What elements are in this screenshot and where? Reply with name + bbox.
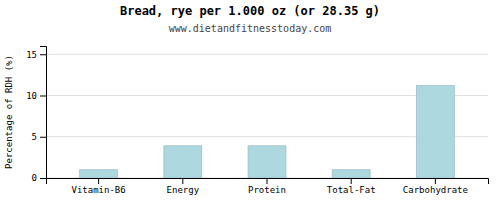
x-axis: Vitamin-B6 Energy Protein Total-Fat Carbohyd… — [47, 178, 489, 195]
tick-mark — [351, 178, 352, 184]
tick-label: 0 — [32, 173, 37, 183]
bar — [332, 170, 370, 178]
tick-label: Protein — [248, 185, 286, 195]
tick-mark — [182, 178, 183, 184]
chart: Bread, rye per 1.000 oz (or 28.35 g) www.… — [0, 0, 500, 200]
bar — [164, 146, 202, 178]
bars — [80, 86, 455, 178]
grid-line — [46, 54, 488, 55]
axis-line — [47, 179, 489, 185]
tick: Carbohydrate — [403, 178, 468, 195]
tick-label: Vitamin-B6 — [72, 185, 126, 195]
title: Bread, rye per 1.000 oz (or 28.35 g) — [120, 4, 380, 18]
tick-mark — [267, 178, 268, 184]
axis-line — [40, 47, 47, 179]
tick-label: 5 — [32, 132, 37, 142]
tick: 15 — [26, 50, 46, 60]
tick: Total-Fat — [327, 178, 376, 195]
tick-label: Carbohydrate — [403, 185, 468, 195]
tick: 0 — [32, 173, 46, 183]
tick: Protein — [248, 178, 286, 195]
tick-label: Total-Fat — [327, 185, 376, 195]
tick: Vitamin-B6 — [72, 178, 126, 195]
tick: Energy — [167, 178, 200, 195]
tick: 10 — [26, 91, 46, 101]
tick-mark — [40, 137, 46, 138]
tick-label: Energy — [167, 185, 200, 195]
plot: 0 5 10 15 Vitamin-B6 Energy Protein Total-Fat Ca… — [26, 47, 488, 196]
y-axis: 0 5 10 15 — [26, 47, 46, 184]
tick-mark — [435, 178, 436, 184]
bar — [248, 146, 286, 178]
tick-label: 15 — [26, 50, 37, 60]
tick-mark — [40, 178, 46, 179]
tick-mark — [40, 54, 46, 55]
tick-mark — [40, 96, 46, 97]
tick-mark — [98, 178, 99, 184]
bar — [80, 170, 118, 178]
y-label: Percentage of RDH (%) — [4, 55, 14, 169]
grid — [46, 54, 488, 178]
subtitle: www.dietandfitnesstoday.com — [169, 23, 332, 34]
bar — [416, 86, 454, 178]
tick: 5 — [32, 132, 46, 142]
tick-label: 10 — [26, 91, 37, 101]
